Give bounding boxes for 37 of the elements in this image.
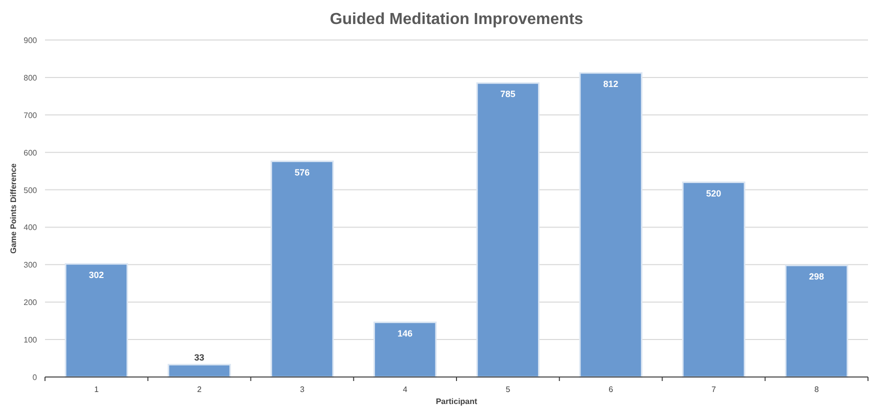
y-tick-label: 0 — [32, 373, 38, 382]
x-tick-label: 7 — [711, 385, 716, 394]
data-label: 298 — [809, 271, 824, 282]
y-tick-label: 900 — [24, 36, 38, 45]
bar — [784, 264, 848, 378]
data-label: 520 — [706, 188, 722, 198]
x-tick-label: 4 — [402, 385, 408, 394]
y-tick-label: 500 — [24, 186, 38, 195]
y-tick-label: 800 — [24, 73, 38, 82]
x-tick-label: 8 — [814, 385, 820, 394]
chart-title: Guided Meditation Improvements — [330, 11, 584, 28]
data-label: 576 — [294, 167, 310, 178]
x-tick-label: 3 — [300, 385, 305, 394]
data-label: 302 — [88, 270, 104, 280]
y-axis-title: Game Points Difference — [9, 162, 18, 254]
bar — [476, 82, 540, 378]
x-tick-label: 1 — [94, 385, 100, 394]
x-tick-label: 5 — [506, 385, 511, 394]
bar — [579, 72, 642, 378]
x-axis-title: Participant — [436, 397, 478, 406]
bar — [682, 182, 746, 378]
y-tick-label: 400 — [24, 223, 38, 232]
bar — [64, 263, 128, 378]
x-tick-label: 2 — [197, 385, 202, 394]
data-label: 146 — [398, 328, 413, 338]
bar — [270, 160, 334, 378]
data-label: 785 — [500, 89, 516, 100]
y-tick-label: 700 — [24, 110, 38, 120]
y-tick-label: 300 — [24, 260, 38, 270]
y-tick-label: 600 — [24, 148, 38, 158]
x-tick-label: 6 — [608, 385, 614, 394]
data-label: 33 — [194, 352, 204, 363]
y-tick-label: 100 — [24, 336, 38, 345]
bar — [168, 364, 231, 378]
bar — [373, 322, 437, 378]
y-tick-label: 200 — [24, 298, 38, 308]
data-label: 812 — [603, 78, 618, 89]
